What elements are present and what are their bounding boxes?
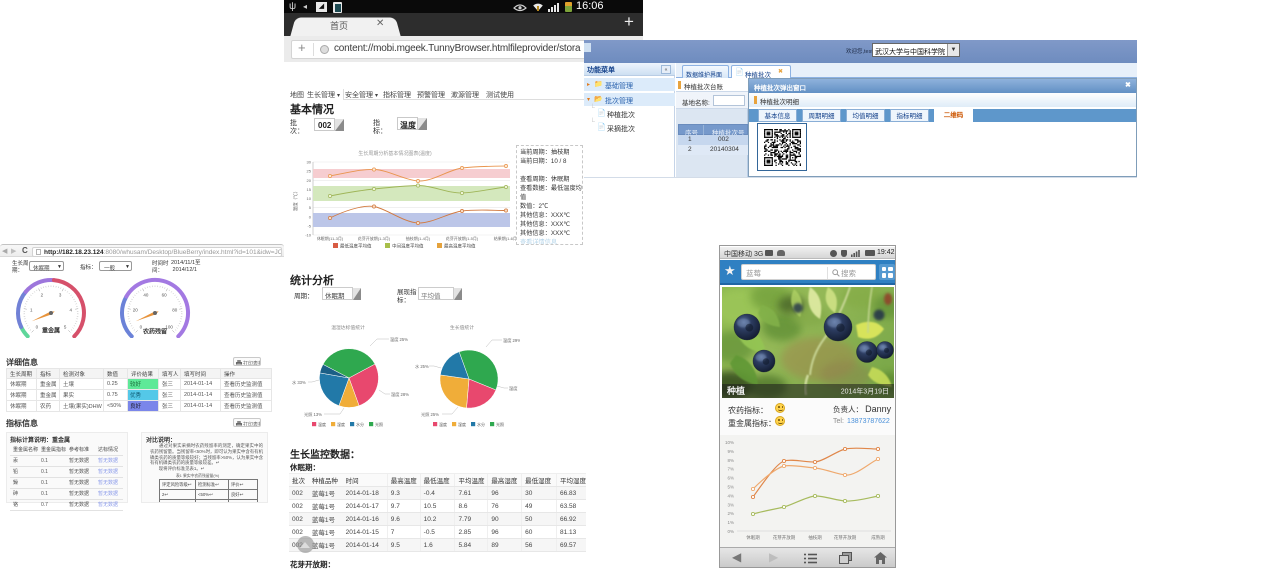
svg-text:温度 25%: 温度 25% [390, 336, 408, 343]
svg-text:生长值统计: 生长值统计 [450, 324, 474, 331]
svg-text:温度（℃）: 温度（℃） [292, 189, 299, 212]
svg-text:花芽开放期: 花芽开放期 [834, 534, 857, 541]
svg-text:7%: 7% [727, 467, 734, 472]
svg-text:中间温度平均值: 中间温度平均值 [392, 243, 424, 250]
svg-text:25: 25 [307, 169, 312, 174]
svg-text:60: 60 [162, 293, 168, 298]
svg-text:温度: 温度 [439, 421, 447, 427]
svg-text:农药残留: 农药残留 [142, 328, 167, 336]
svg-text:1%: 1% [727, 520, 734, 525]
svg-text:光照: 光照 [375, 421, 383, 427]
svg-text:2014年3月19日: 2014年3月19日 [841, 387, 889, 396]
svg-text:休眠期: 休眠期 [746, 534, 760, 541]
svg-text:3: 3 [59, 293, 62, 298]
svg-text:温湿达标值统计: 温湿达标值统计 [331, 324, 365, 331]
svg-text:花芽开放期: 花芽开放期 [773, 534, 796, 541]
svg-text:成熟期: 成熟期 [871, 534, 885, 541]
svg-text:5%: 5% [727, 485, 734, 490]
svg-text:0: 0 [140, 325, 143, 330]
svg-text:4%: 4% [727, 493, 734, 498]
svg-text:温度 29%: 温度 29% [503, 337, 520, 344]
svg-text:湿度: 湿度 [337, 421, 345, 427]
svg-text:湿度: 湿度 [509, 385, 518, 392]
svg-text:30: 30 [307, 160, 312, 165]
svg-text:-5: -5 [307, 223, 311, 228]
svg-text:水 25%: 水 25% [415, 363, 429, 369]
svg-text:2%: 2% [727, 511, 734, 516]
svg-text:光照: 光照 [496, 421, 504, 427]
svg-text:40: 40 [143, 293, 149, 298]
svg-text:水 33%: 水 33% [292, 379, 306, 385]
svg-text:最高温度平均值: 最高温度平均值 [444, 243, 476, 250]
svg-text:3%: 3% [727, 502, 734, 507]
svg-text:1: 1 [30, 307, 33, 312]
svg-text:生长周期分析基本情况图表(温度): 生长周期分析基本情况图表(温度) [358, 150, 432, 157]
svg-text:80: 80 [172, 307, 178, 312]
svg-text:水分: 水分 [477, 421, 485, 427]
svg-text:10: 10 [307, 196, 312, 201]
svg-text:100: 100 [165, 325, 173, 330]
svg-text:结果期(1-6月): 结果期(1-6月) [494, 235, 516, 241]
svg-text:5: 5 [64, 325, 67, 330]
svg-text:水分: 水分 [356, 421, 364, 427]
svg-text:抽枝期: 抽枝期 [808, 534, 822, 541]
svg-text:15: 15 [307, 187, 312, 192]
svg-text:20: 20 [133, 307, 139, 312]
svg-text:5: 5 [309, 205, 312, 210]
svg-text:0%: 0% [727, 529, 734, 534]
svg-text:光照 25%: 光照 25% [421, 411, 439, 418]
svg-text:湿度 28%: 湿度 28% [391, 391, 409, 398]
svg-text:温度: 温度 [318, 421, 326, 427]
svg-text:抽枝期(1-4月): 抽枝期(1-4月) [406, 235, 431, 241]
svg-text:8%: 8% [727, 458, 734, 463]
svg-text:最低温度平均值: 最低温度平均值 [340, 243, 372, 250]
svg-text:种植: 种植 [726, 385, 745, 396]
svg-text:重金属: 重金属 [42, 327, 60, 335]
svg-text:-10: -10 [305, 233, 312, 238]
svg-text:休眠期(11-3月): 休眠期(11-3月) [317, 235, 344, 241]
svg-text:0: 0 [309, 214, 312, 219]
svg-text:9%: 9% [727, 449, 734, 454]
svg-text:光照 13%: 光照 13% [304, 411, 322, 418]
svg-text:0: 0 [36, 325, 39, 330]
svg-text:20: 20 [307, 178, 312, 183]
svg-text:4: 4 [70, 307, 73, 312]
svg-text:湿度: 湿度 [458, 421, 466, 427]
svg-text:10%: 10% [725, 440, 734, 445]
svg-text:花芽开放期(1-5月): 花芽开放期(1-5月) [446, 235, 479, 241]
svg-text:花芽开放期(1-3月): 花芽开放期(1-3月) [358, 235, 391, 241]
svg-text:6%: 6% [727, 476, 734, 481]
svg-text:2: 2 [41, 293, 44, 298]
